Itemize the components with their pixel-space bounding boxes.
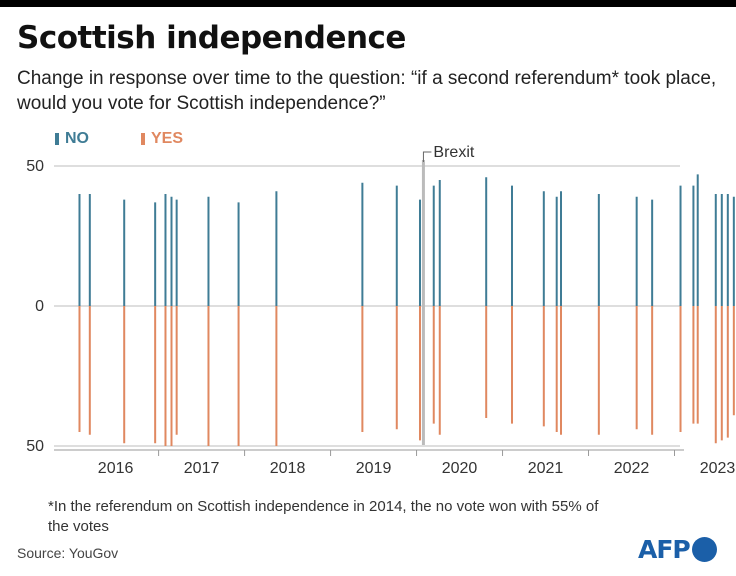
legend-label-yes: YES <box>151 130 184 147</box>
top-bar <box>0 0 736 7</box>
legend-item-yes: YES <box>141 130 183 148</box>
footnote: *In the referendum on Scottish independe… <box>48 498 599 535</box>
brexit-leader <box>422 151 432 162</box>
chart-subtitle: Change in response over time to the ques… <box>17 68 717 114</box>
y-tick-label-1: 0 <box>35 298 44 315</box>
legend: NO YES <box>55 130 183 148</box>
source-note: Source: YouGov <box>17 545 119 561</box>
afp-logo-text: AFP <box>638 535 691 564</box>
legend-swatch-no <box>55 133 59 145</box>
x-year-label-2023: 2023 <box>700 460 736 477</box>
x-year-label-2017: 2017 <box>184 460 220 477</box>
x-year-label-2022: 2022 <box>614 460 650 477</box>
y-tick-label-2: 50 <box>26 438 44 455</box>
legend-swatch-yes <box>141 133 145 145</box>
x-year-label-2018: 2018 <box>270 460 306 477</box>
brexit-label: Brexit <box>433 144 474 161</box>
poll-chart: 50 0 50 2016 2017 2018 2019 2020 2021 2022 2023 Bre… <box>26 144 736 477</box>
afp-logo-dot <box>691 537 717 562</box>
x-year-label-2020: 2020 <box>442 460 478 477</box>
afp-logo: AFP <box>638 535 717 564</box>
x-year-label-2021: 2021 <box>528 460 564 477</box>
x-year-label-2019: 2019 <box>356 460 392 477</box>
y-tick-label-0: 50 <box>26 158 44 175</box>
legend-label-no: NO <box>65 130 89 147</box>
legend-item-no: NO <box>55 130 89 148</box>
x-year-label-2016: 2016 <box>98 460 134 477</box>
chart-title: Scottish independence <box>17 20 406 56</box>
